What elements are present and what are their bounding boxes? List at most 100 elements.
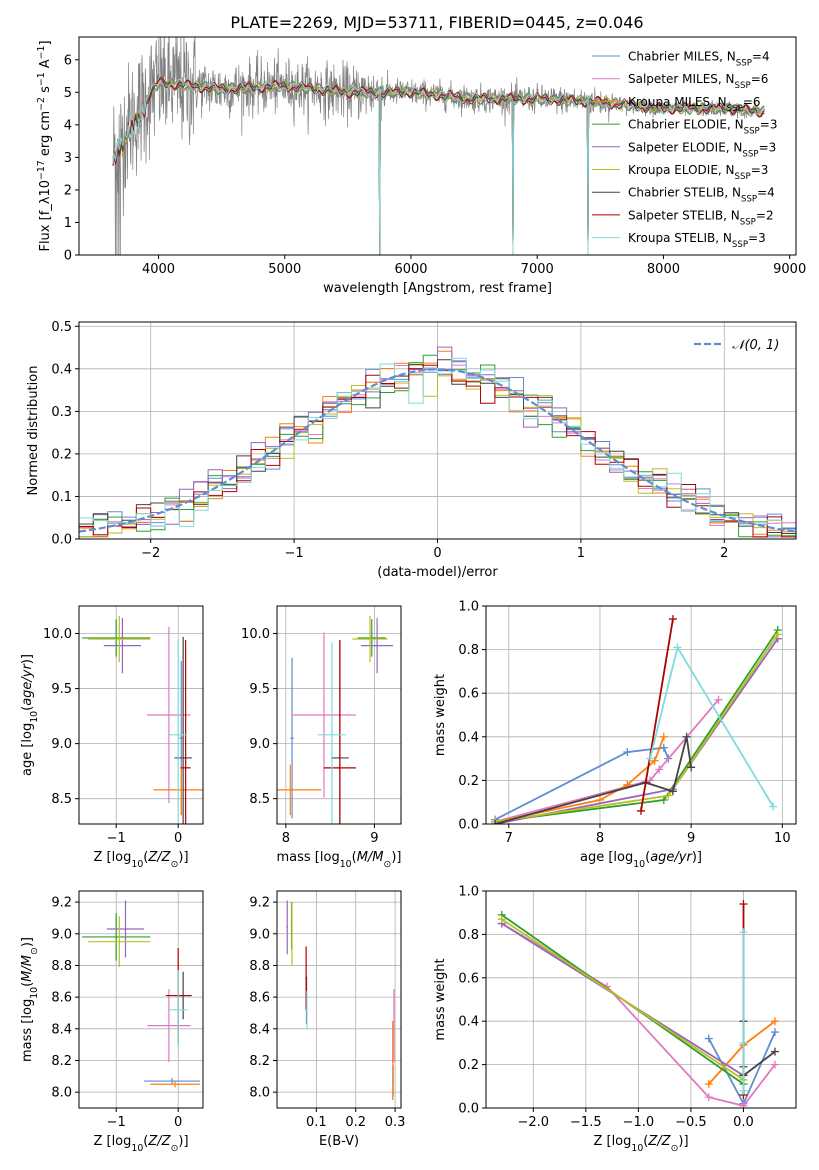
weight-series-line bbox=[640, 618, 674, 812]
y-tick-label: 8.4 bbox=[51, 1022, 72, 1037]
weight-marker bbox=[770, 1028, 779, 1037]
plot-area bbox=[497, 900, 779, 1108]
plot-area bbox=[286, 900, 395, 1101]
x-tick-label: 0.2 bbox=[345, 1115, 366, 1130]
panel-weight_vs_Z: −2.0 −1.5 −1.0 −0.5 0.0 0.0 0.2 0.4 0.6 0.8 1.0 Z [… bbox=[433, 885, 797, 1154]
axes-frame bbox=[485, 605, 797, 825]
y-axis-label: age [log10(age/yr)] bbox=[20, 654, 40, 776]
plot-area bbox=[112, 37, 765, 255]
panel-mass_vs_Z: −1 0 8.0 8.2 8.4 8.6 8.8 9.0 9.2 Z [log10(Z/Z⊙)] m… bbox=[20, 890, 204, 1154]
plot-area bbox=[79, 346, 796, 538]
x-tick-label: 7000 bbox=[521, 262, 554, 277]
x-tick-label: −1 bbox=[107, 1115, 126, 1130]
y-tick-label: 8.0 bbox=[249, 1086, 270, 1101]
x-tick-label: 9000 bbox=[773, 262, 806, 277]
y-tick-label: 8.4 bbox=[249, 1022, 270, 1037]
panel-age_vs_Z: −1 0 8.5 9.0 9.5 10.0 Z [log10(Z/Z⊙)] age [log1… bbox=[20, 605, 204, 870]
y-axis-label: mass weight bbox=[433, 958, 448, 1040]
model-spectrum-line bbox=[112, 77, 765, 255]
residual-histogram bbox=[79, 359, 796, 538]
y-tick-label: 8.6 bbox=[51, 991, 72, 1006]
y-tick-label: 0.4 bbox=[458, 1015, 479, 1030]
weight-marker bbox=[655, 765, 664, 774]
weight-marker bbox=[739, 928, 748, 937]
model-spectrum-line bbox=[112, 78, 765, 255]
y-tick-label: 9.0 bbox=[51, 927, 72, 942]
x-axis-label: mass [log10(M/M⊙)] bbox=[277, 850, 402, 870]
x-axis-label: wavelength [Angstrom, rest frame] bbox=[323, 281, 552, 296]
legend-label: Kroupa MILES, NSSP=6 bbox=[628, 95, 761, 114]
y-axis-label: mass [log10(M/M⊙)] bbox=[20, 937, 40, 1062]
panel-mass_vs_ebv: 0.1 0.2 0.3 8.0 8.2 8.4 8.6 8.8 9.0 9.2 E(B-V) bbox=[249, 890, 406, 1149]
y-tick-label: 3 bbox=[64, 151, 72, 166]
y-axis-label: mass weight bbox=[433, 674, 448, 756]
legend-label: Salpeter ELODIE, NSSP=3 bbox=[628, 140, 776, 159]
legend-label: Chabrier MILES, NSSP=4 bbox=[628, 50, 770, 69]
y-tick-label: 9.2 bbox=[249, 896, 270, 911]
y-tick-label: 8.8 bbox=[51, 959, 72, 974]
x-tick-label: 8 bbox=[596, 831, 604, 846]
y-tick-label: 0.0 bbox=[51, 533, 72, 548]
y-tick-label: 8.2 bbox=[51, 1054, 72, 1069]
y-tick-label: 9.0 bbox=[249, 927, 270, 942]
y-tick-label: 10.0 bbox=[241, 627, 270, 642]
y-tick-label: 0.8 bbox=[458, 643, 479, 658]
plot-area bbox=[82, 615, 203, 824]
weight-marker bbox=[623, 748, 632, 757]
weight-marker bbox=[770, 1047, 779, 1056]
weight-marker bbox=[650, 756, 659, 765]
axes-frame bbox=[78, 605, 204, 825]
axes-frame bbox=[78, 890, 204, 1109]
panel-spectrum: 4000 5000 6000 7000 8000 9000 0 1 2 3 4 5 6 wavelengt… bbox=[36, 36, 806, 296]
y-tick-label: 5 bbox=[64, 86, 72, 101]
weight-series-line bbox=[501, 918, 744, 1081]
x-tick-label: 0.3 bbox=[385, 1115, 406, 1130]
x-tick-label: 7 bbox=[505, 831, 513, 846]
axes-frame bbox=[485, 890, 797, 1109]
y-tick-label: 0.2 bbox=[51, 447, 72, 462]
y-tick-label: 0.6 bbox=[458, 971, 479, 986]
x-tick-label: 2 bbox=[720, 546, 728, 561]
y-tick-label: 10.0 bbox=[43, 627, 72, 642]
axes-frame bbox=[276, 605, 402, 825]
x-tick-label: −2.0 bbox=[517, 1115, 549, 1130]
y-tick-label: 0.0 bbox=[458, 1102, 479, 1117]
weight-marker bbox=[491, 820, 500, 824]
weight-marker bbox=[637, 806, 645, 815]
panel-age_vs_mass: 8 9 8.5 9.0 9.5 10.0 mass [log10(M/M⊙)] bbox=[241, 605, 402, 870]
normal-curve bbox=[79, 368, 796, 533]
y-tick-label: 0.8 bbox=[458, 928, 479, 943]
x-tick-label: −1 bbox=[285, 546, 304, 561]
weight-marker bbox=[668, 787, 677, 796]
weight-marker bbox=[659, 796, 668, 805]
weight-marker bbox=[769, 802, 778, 811]
weight-marker bbox=[704, 1080, 713, 1089]
x-tick-label: −1 bbox=[107, 831, 126, 846]
x-tick-label: 0 bbox=[174, 831, 182, 846]
x-tick-label: −0.5 bbox=[675, 1115, 707, 1130]
y-tick-label: 0.4 bbox=[458, 730, 479, 745]
y-tick-label: 0.1 bbox=[51, 490, 72, 505]
legend-label: Salpeter STELIB, NSSP=2 bbox=[628, 208, 774, 227]
residual-histogram bbox=[79, 374, 796, 538]
legend-label: Chabrier ELODIE, NSSP=3 bbox=[628, 118, 777, 137]
x-tick-label: 6000 bbox=[394, 262, 427, 277]
weight-marker bbox=[664, 791, 673, 800]
weight-marker bbox=[673, 643, 682, 652]
x-tick-label: 0.0 bbox=[733, 1115, 754, 1130]
weight-marker bbox=[646, 776, 655, 785]
figure-title: PLATE=2269, MJD=53711, FIBERID=0445, z=0… bbox=[230, 13, 643, 32]
weight-marker bbox=[659, 732, 668, 741]
x-tick-label: 0 bbox=[433, 546, 441, 561]
y-tick-label: 6 bbox=[64, 53, 72, 68]
weight-marker bbox=[770, 1017, 779, 1026]
y-axis-label: Flux [f_λ10−17 erg cm−2 s−1 A−1] bbox=[36, 40, 54, 251]
x-tick-label: 10 bbox=[774, 831, 791, 846]
y-tick-label: 9.0 bbox=[51, 737, 72, 752]
y-tick-label: 9.2 bbox=[51, 896, 72, 911]
x-tick-label: 1 bbox=[577, 546, 585, 561]
y-axis-label: Normed distribution bbox=[26, 366, 41, 496]
y-tick-label: 9.0 bbox=[249, 737, 270, 752]
x-axis-label: Z [log10(Z/Z⊙)] bbox=[93, 1134, 188, 1154]
x-tick-label: 9 bbox=[687, 831, 695, 846]
